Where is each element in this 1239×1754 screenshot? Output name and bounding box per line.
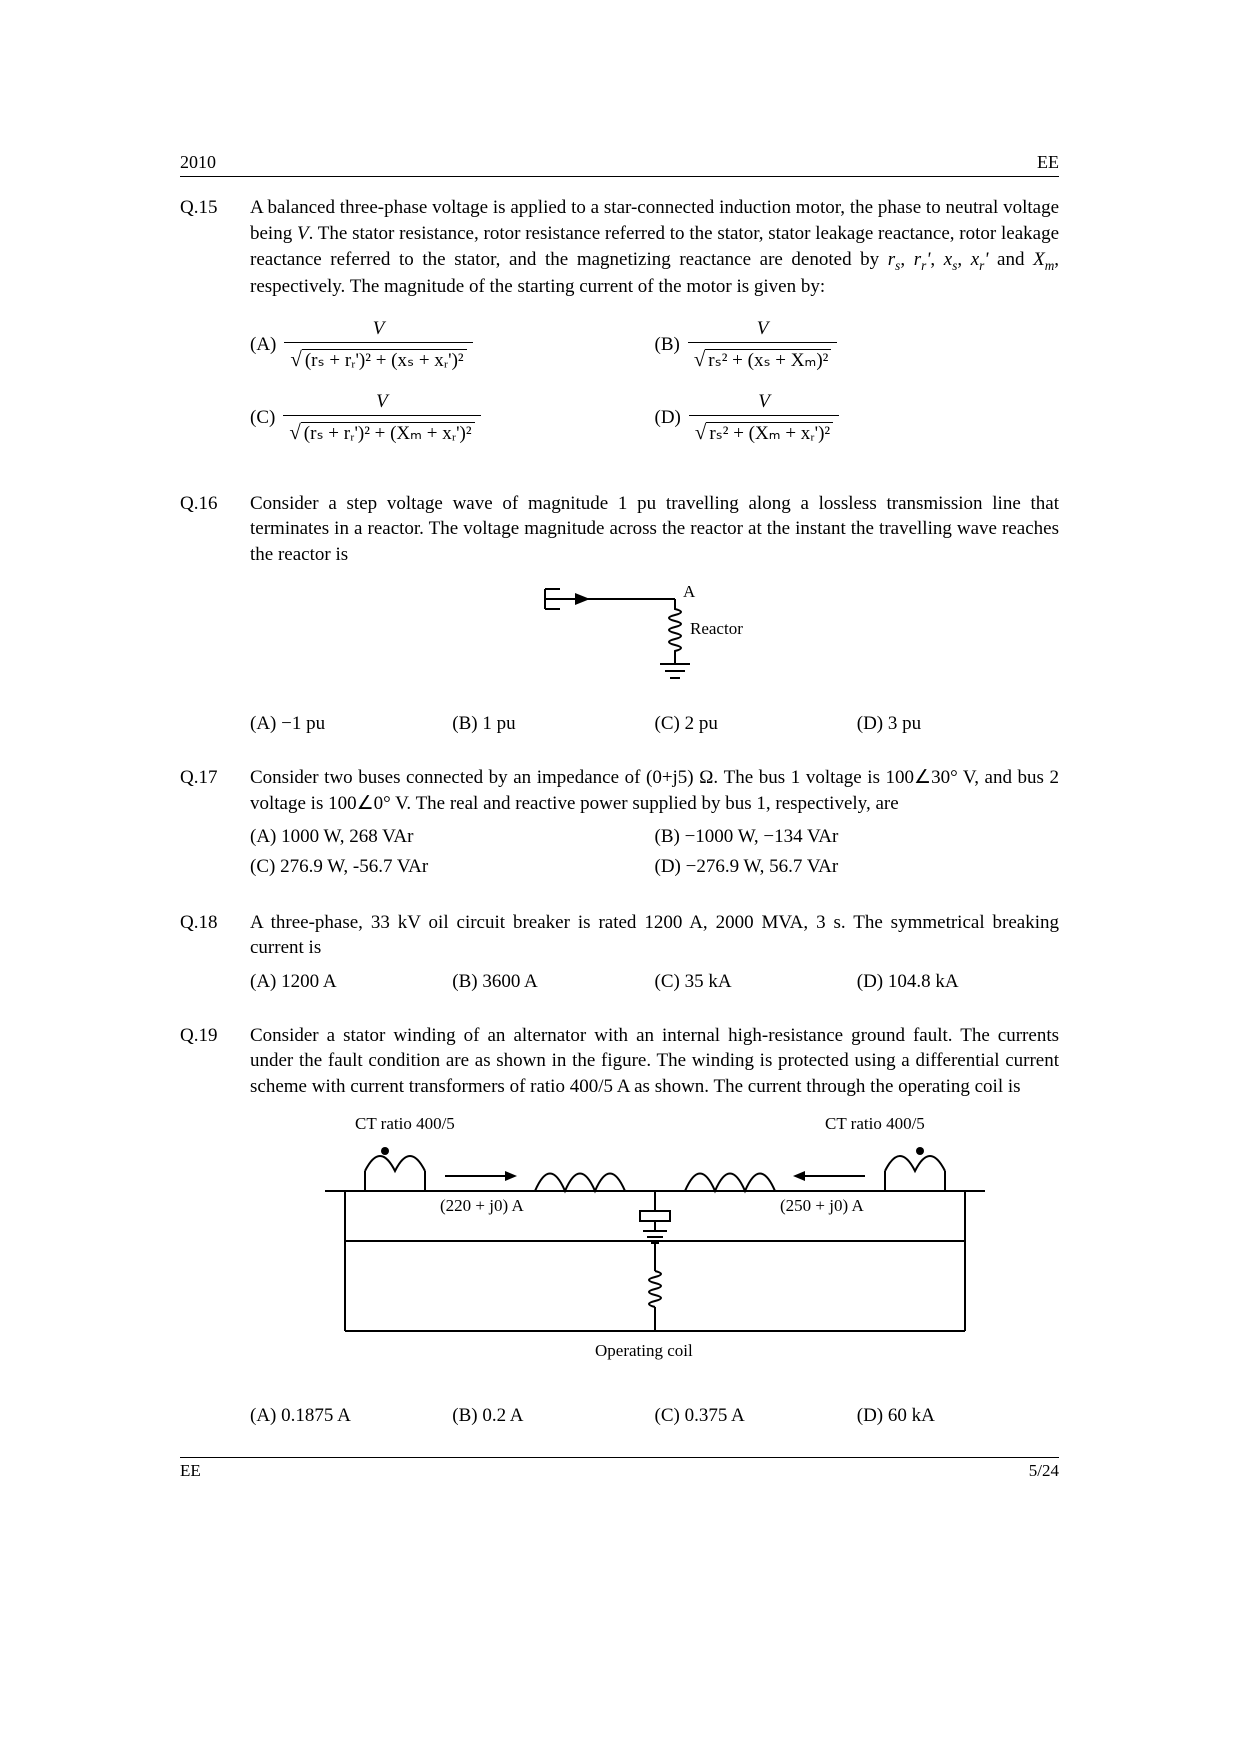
- header-right: EE: [1037, 150, 1059, 174]
- q19-options: (A) 0.1875 A (B) 0.2 A (C) 0.375 A (D) 6…: [250, 1403, 1059, 1429]
- q17-body: Consider two buses connected by an imped…: [250, 765, 1059, 882]
- svg-text:(220 + j0) A: (220 + j0) A: [440, 1196, 524, 1215]
- q15-optB: (B) V rₛ² + (xₛ + Xₘ)²: [655, 316, 1060, 373]
- q16-svg: A Reactor: [505, 579, 805, 699]
- q18-B: (B) 3600 A: [452, 969, 654, 995]
- q17-D: (D) −276.9 W, 56.7 VAr: [655, 852, 1060, 882]
- q19-D: (D) 60 kA: [857, 1403, 1059, 1429]
- footer: EE 5/24: [180, 1457, 1059, 1483]
- question-16: Q.16 Consider a step voltage wave of mag…: [180, 491, 1059, 738]
- header: 2010 EE: [180, 150, 1059, 177]
- q18-options: (A) 1200 A (B) 3600 A (C) 35 kA (D) 104.…: [250, 969, 1059, 995]
- q15-optA: (A) V (rₛ + rᵣ')² + (xₛ + xᵣ')²: [250, 316, 655, 373]
- q16-B: (B) 1 pu: [452, 711, 654, 737]
- svg-text:A: A: [683, 582, 696, 601]
- q16-C: (C) 2 pu: [655, 711, 857, 737]
- q15-row1: (A) V (rₛ + rᵣ')² + (xₛ + xᵣ')² (B) V rₛ…: [250, 316, 1059, 373]
- q18-A: (A) 1200 A: [250, 969, 452, 995]
- q17-number: Q.17: [180, 765, 250, 882]
- svg-text:CT ratio 400/5: CT ratio 400/5: [825, 1114, 925, 1133]
- q19-body: Consider a stator winding of an alternat…: [250, 1023, 1059, 1430]
- q19-C: (C) 0.375 A: [655, 1403, 857, 1429]
- q18-C: (C) 35 kA: [655, 969, 857, 995]
- q18-number: Q.18: [180, 910, 250, 995]
- q16-D: (D) 3 pu: [857, 711, 1059, 737]
- q16-diagram: A Reactor: [250, 579, 1059, 699]
- q16-options: (A) −1 pu (B) 1 pu (C) 2 pu (D) 3 pu: [250, 711, 1059, 737]
- header-left: 2010: [180, 150, 216, 174]
- q15-A-label: (A): [250, 332, 276, 358]
- question-18: Q.18 A three-phase, 33 kV oil circuit br…: [180, 910, 1059, 995]
- footer-left: EE: [180, 1460, 201, 1483]
- q15-text2: . The stator resistance, rotor resistanc…: [250, 223, 1059, 270]
- q15-Xm: Xm: [1033, 249, 1054, 270]
- q15-row2: (C) V (rₛ + rᵣ')² + (Xₘ + xᵣ')² (D) V rₛ…: [250, 389, 1059, 446]
- q15-body: A balanced three-phase voltage is applie…: [250, 195, 1059, 462]
- q18-body: A three-phase, 33 kV oil circuit breaker…: [250, 910, 1059, 995]
- q19-diagram: CT ratio 400/5 CT ratio 400/5: [250, 1111, 1059, 1391]
- svg-text:Operating coil: Operating coil: [595, 1341, 693, 1360]
- q15-xs: xs: [944, 249, 958, 270]
- svg-text:CT ratio 400/5: CT ratio 400/5: [355, 1114, 455, 1133]
- q15-D-frac: V rₛ² + (Xₘ + xᵣ')²: [689, 389, 839, 446]
- q17-options: (A) 1000 W, 268 VAr (B) −1000 W, −134 VA…: [250, 822, 1059, 881]
- q16-text: Consider a step voltage wave of magnitud…: [250, 493, 1059, 565]
- q16-A: (A) −1 pu: [250, 711, 452, 737]
- q15-and: and: [988, 249, 1033, 270]
- q15-A-frac: V (rₛ + rᵣ')² + (xₛ + xᵣ')²: [284, 316, 472, 373]
- q15-rs: rs: [888, 249, 901, 270]
- q17-text: Consider two buses connected by an imped…: [250, 767, 1059, 814]
- question-15: Q.15 A balanced three-phase voltage is a…: [180, 195, 1059, 462]
- q19-A: (A) 0.1875 A: [250, 1403, 452, 1429]
- svg-text:Reactor: Reactor: [690, 619, 743, 638]
- q15-xr: xr': [971, 249, 989, 270]
- q15-optD: (D) V rₛ² + (Xₘ + xᵣ')²: [655, 389, 1060, 446]
- q19-text: Consider a stator winding of an alternat…: [250, 1025, 1059, 1097]
- q15-V: V: [297, 223, 309, 244]
- q15-B-label: (B): [655, 332, 680, 358]
- q19-svg: CT ratio 400/5 CT ratio 400/5: [295, 1111, 1015, 1391]
- q15-number: Q.15: [180, 195, 250, 462]
- q19-B: (B) 0.2 A: [452, 1403, 654, 1429]
- svg-text:(250 + j0) A: (250 + j0) A: [780, 1196, 864, 1215]
- q15-B-frac: V rₛ² + (xₛ + Xₘ)²: [688, 316, 838, 373]
- q17-A: (A) 1000 W, 268 VAr: [250, 822, 655, 852]
- q15-C-label: (C): [250, 405, 275, 431]
- footer-right: 5/24: [1029, 1460, 1059, 1483]
- q15-optC: (C) V (rₛ + rᵣ')² + (Xₘ + xᵣ')²: [250, 389, 655, 446]
- q18-D: (D) 104.8 kA: [857, 969, 1059, 995]
- q16-body: Consider a step voltage wave of magnitud…: [250, 491, 1059, 738]
- q15-D-label: (D): [655, 405, 681, 431]
- q15-C-frac: V (rₛ + rᵣ')² + (Xₘ + xᵣ')²: [283, 389, 480, 446]
- q18-text: A three-phase, 33 kV oil circuit breaker…: [250, 912, 1059, 959]
- q17-B: (B) −1000 W, −134 VAr: [655, 822, 1060, 852]
- q19-number: Q.19: [180, 1023, 250, 1430]
- q17-C: (C) 276.9 W, -56.7 VAr: [250, 852, 655, 882]
- question-17: Q.17 Consider two buses connected by an …: [180, 765, 1059, 882]
- q15-rr: rr': [914, 249, 931, 270]
- question-19: Q.19 Consider a stator winding of an alt…: [180, 1023, 1059, 1430]
- q16-number: Q.16: [180, 491, 250, 738]
